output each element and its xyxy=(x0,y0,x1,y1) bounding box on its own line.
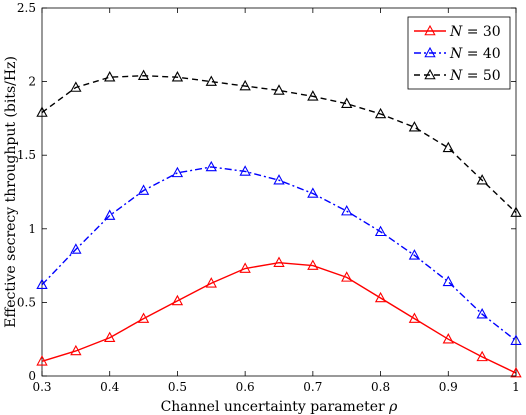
data-point-marker xyxy=(70,243,82,254)
x-tick-label: 0.3 xyxy=(32,380,51,394)
data-point-marker xyxy=(476,350,488,362)
legend-label: N = 30 xyxy=(449,24,501,40)
data-point-marker xyxy=(104,71,116,82)
data-point-marker xyxy=(374,225,387,237)
data-point-marker xyxy=(36,278,48,290)
data-point-marker xyxy=(476,174,488,185)
x-tick-label: 0.7 xyxy=(303,380,322,394)
x-tick-label: 0.9 xyxy=(439,380,458,394)
data-point-marker xyxy=(70,344,82,356)
legend-label-var: N xyxy=(449,68,463,84)
axes-group: 0.3 0.4 0.5 0.6 0.7 0.8 0.9 1 0 0.5 1 1.5 2 2.5 xyxy=(17,1,520,394)
x-tick-label: 0.8 xyxy=(371,380,390,394)
x-tick-label: 0.4 xyxy=(100,380,119,394)
data-point-marker xyxy=(137,184,150,195)
data-point-marker xyxy=(104,209,116,220)
data-point-marker xyxy=(341,97,353,108)
x-tick-label: 0.6 xyxy=(236,380,255,394)
data-point-marker xyxy=(273,256,285,267)
legend-label-value: = 30 xyxy=(462,24,500,40)
data-point-marker xyxy=(341,204,353,216)
series-0 xyxy=(36,256,522,378)
x-tick-label: 1 xyxy=(512,380,520,394)
data-point-marker xyxy=(307,259,319,270)
y-tick-label: 0.5 xyxy=(17,295,36,309)
x-axis-label-text: Channel uncertainty parameter xyxy=(161,399,385,415)
data-point-marker xyxy=(171,294,184,306)
data-point-marker xyxy=(273,174,285,185)
legend-marker xyxy=(424,46,436,58)
data-point-marker xyxy=(510,366,522,378)
data-point-marker xyxy=(205,160,217,172)
data-point-marker xyxy=(442,275,454,287)
series-group xyxy=(36,69,522,378)
legend-label-var: N xyxy=(449,46,463,62)
data-point-marker xyxy=(408,312,421,323)
data-point-marker xyxy=(408,249,421,260)
data-point-marker xyxy=(205,75,217,86)
data-point-marker xyxy=(307,187,319,198)
series-line xyxy=(41,166,517,342)
data-point-marker xyxy=(36,355,48,366)
legend-label: N = 50 xyxy=(449,68,501,84)
data-point-marker xyxy=(36,106,48,117)
data-point-marker xyxy=(273,84,285,95)
legend-item-1: N = 40 xyxy=(414,46,501,62)
data-point-marker xyxy=(104,331,116,343)
legend-item-2: N = 50 xyxy=(414,68,501,84)
data-point-marker xyxy=(171,71,184,82)
legend-marker xyxy=(424,24,436,36)
data-point-marker xyxy=(476,308,488,319)
y-tick-label: 0 xyxy=(28,369,36,383)
legend-label-value: = 50 xyxy=(462,68,500,84)
data-point-marker xyxy=(70,81,82,92)
legend-label: N = 40 xyxy=(449,46,501,62)
legend-marker xyxy=(424,68,436,80)
legend-label-value: = 40 xyxy=(462,46,500,62)
data-point-marker xyxy=(239,165,251,176)
y-axis-label: Effective secrecy throughput (bits/Hz) xyxy=(3,56,19,328)
data-point-marker xyxy=(408,121,421,132)
data-point-marker xyxy=(374,107,387,119)
series-line xyxy=(41,75,517,214)
data-point-marker xyxy=(374,291,387,303)
x-axis-label: Channel uncertainty parameter ρ xyxy=(161,399,399,415)
x-tick-label: 0.5 xyxy=(168,380,187,394)
y-tick-label: 2.5 xyxy=(17,1,36,15)
data-point-marker xyxy=(442,333,454,344)
data-point-marker xyxy=(510,206,522,217)
data-point-marker xyxy=(510,334,522,345)
data-point-marker xyxy=(137,312,150,323)
data-point-marker xyxy=(205,277,217,288)
data-point-marker xyxy=(239,79,251,91)
x-axis-label-symbol: ρ xyxy=(388,399,398,415)
data-point-marker xyxy=(137,69,150,81)
y-tick-label: 1.5 xyxy=(17,148,36,162)
data-point-marker xyxy=(442,141,454,153)
legend-label-var: N xyxy=(449,24,463,40)
series-2 xyxy=(36,69,522,217)
legend-item-0: N = 30 xyxy=(414,24,501,40)
data-point-marker xyxy=(341,271,353,282)
data-point-marker xyxy=(239,262,251,273)
series-1 xyxy=(36,160,522,345)
y-tick-label: 2 xyxy=(28,75,36,89)
data-point-marker xyxy=(307,90,319,101)
data-point-marker xyxy=(171,166,184,178)
y-tick-label: 1 xyxy=(28,222,36,236)
series-line xyxy=(41,261,517,374)
legend: N = 30N = 40N = 50 xyxy=(407,16,511,90)
